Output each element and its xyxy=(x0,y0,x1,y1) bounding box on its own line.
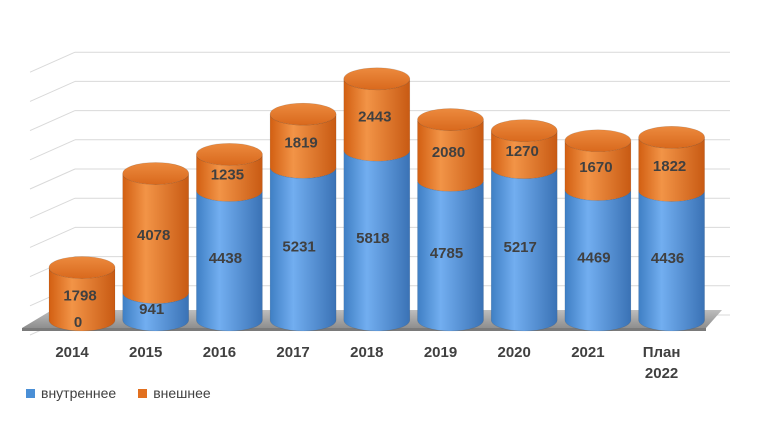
value-label-internal-4: 5818 xyxy=(356,230,389,247)
legend-swatch-internal xyxy=(26,388,35,398)
legend-label-external: внешнее xyxy=(153,385,211,401)
value-label-external-0: 1798 xyxy=(63,288,96,305)
category-label-4: 2018 xyxy=(350,344,383,361)
value-label-external-7: 1670 xyxy=(579,159,612,176)
bar-external-4 xyxy=(343,67,411,162)
value-label-external-4: 2443 xyxy=(358,108,391,125)
legend-item-internal: внутреннее xyxy=(26,385,116,401)
gridline-diagonal xyxy=(29,139,76,161)
bar-external-4-top xyxy=(343,67,411,91)
bar-external-5 xyxy=(417,108,484,192)
value-label-external-2: 1235 xyxy=(211,166,244,183)
bar-external-3 xyxy=(269,102,337,179)
category-label-2: 2016 xyxy=(203,344,236,361)
value-label-external-1: 4078 xyxy=(137,227,170,244)
value-label-internal-0: 0 xyxy=(74,314,82,331)
value-label-external-8: 1822 xyxy=(653,158,686,175)
legend-label-internal: внутреннее xyxy=(41,385,117,401)
value-label-internal-7: 4469 xyxy=(577,250,610,267)
bar-external-0 xyxy=(48,256,116,332)
gridline-diagonal xyxy=(29,110,76,132)
gridline-diagonal xyxy=(29,80,76,102)
value-label-internal-5: 4785 xyxy=(430,245,463,262)
category-label-0: 2014 xyxy=(55,344,89,361)
gridline-diagonal xyxy=(29,197,76,219)
value-label-internal-8: 4436 xyxy=(651,250,684,267)
category-label-8: 2022 xyxy=(645,365,678,382)
value-label-internal-3: 5231 xyxy=(282,239,315,256)
value-label-external-5: 2080 xyxy=(432,144,465,161)
category-label-1: 2015 xyxy=(129,344,162,361)
value-label-internal-6: 5217 xyxy=(504,239,537,256)
category-label-8: План xyxy=(643,344,681,361)
category-label-3: 2017 xyxy=(276,344,309,361)
gridline-diagonal xyxy=(29,226,76,248)
bar-external-8 xyxy=(638,125,705,202)
gridline-diagonal xyxy=(29,51,76,73)
bar-external-5-top xyxy=(417,108,484,131)
value-label-internal-2: 4438 xyxy=(209,250,242,267)
category-labels: 2014 2015 2016 2017 2018 2019 2020 2021 План 2022 xyxy=(55,344,680,382)
bar-external-3-top xyxy=(269,102,337,126)
bar-external-0-top xyxy=(48,256,116,279)
bar-external-7 xyxy=(564,129,632,201)
value-label-external-6: 1270 xyxy=(506,143,539,160)
gridline-diagonal xyxy=(29,168,76,190)
bar-external-2-top xyxy=(196,143,263,166)
legend-item-external: внешнее xyxy=(138,385,211,401)
bar-external-6 xyxy=(490,119,558,179)
bar-external-8-top xyxy=(638,125,705,149)
bar-external-2 xyxy=(196,143,263,202)
legend: внутреннее внешнее xyxy=(26,385,233,401)
bars: 0 1798 941 4078 4438 1235 5231 1819 5818 2443 4785… xyxy=(48,67,705,332)
bar-external-7-top xyxy=(564,129,632,153)
bar-external-6-top xyxy=(490,119,558,142)
value-label-internal-1: 941 xyxy=(139,301,164,318)
category-label-7: 2021 xyxy=(571,344,604,361)
bar-external-1-top xyxy=(122,162,189,185)
bar-external-1 xyxy=(122,162,189,304)
category-label-6: 2020 xyxy=(498,344,531,361)
category-label-5: 2019 xyxy=(424,344,457,361)
legend-swatch-external xyxy=(138,388,148,398)
value-label-external-3: 1819 xyxy=(284,135,317,152)
